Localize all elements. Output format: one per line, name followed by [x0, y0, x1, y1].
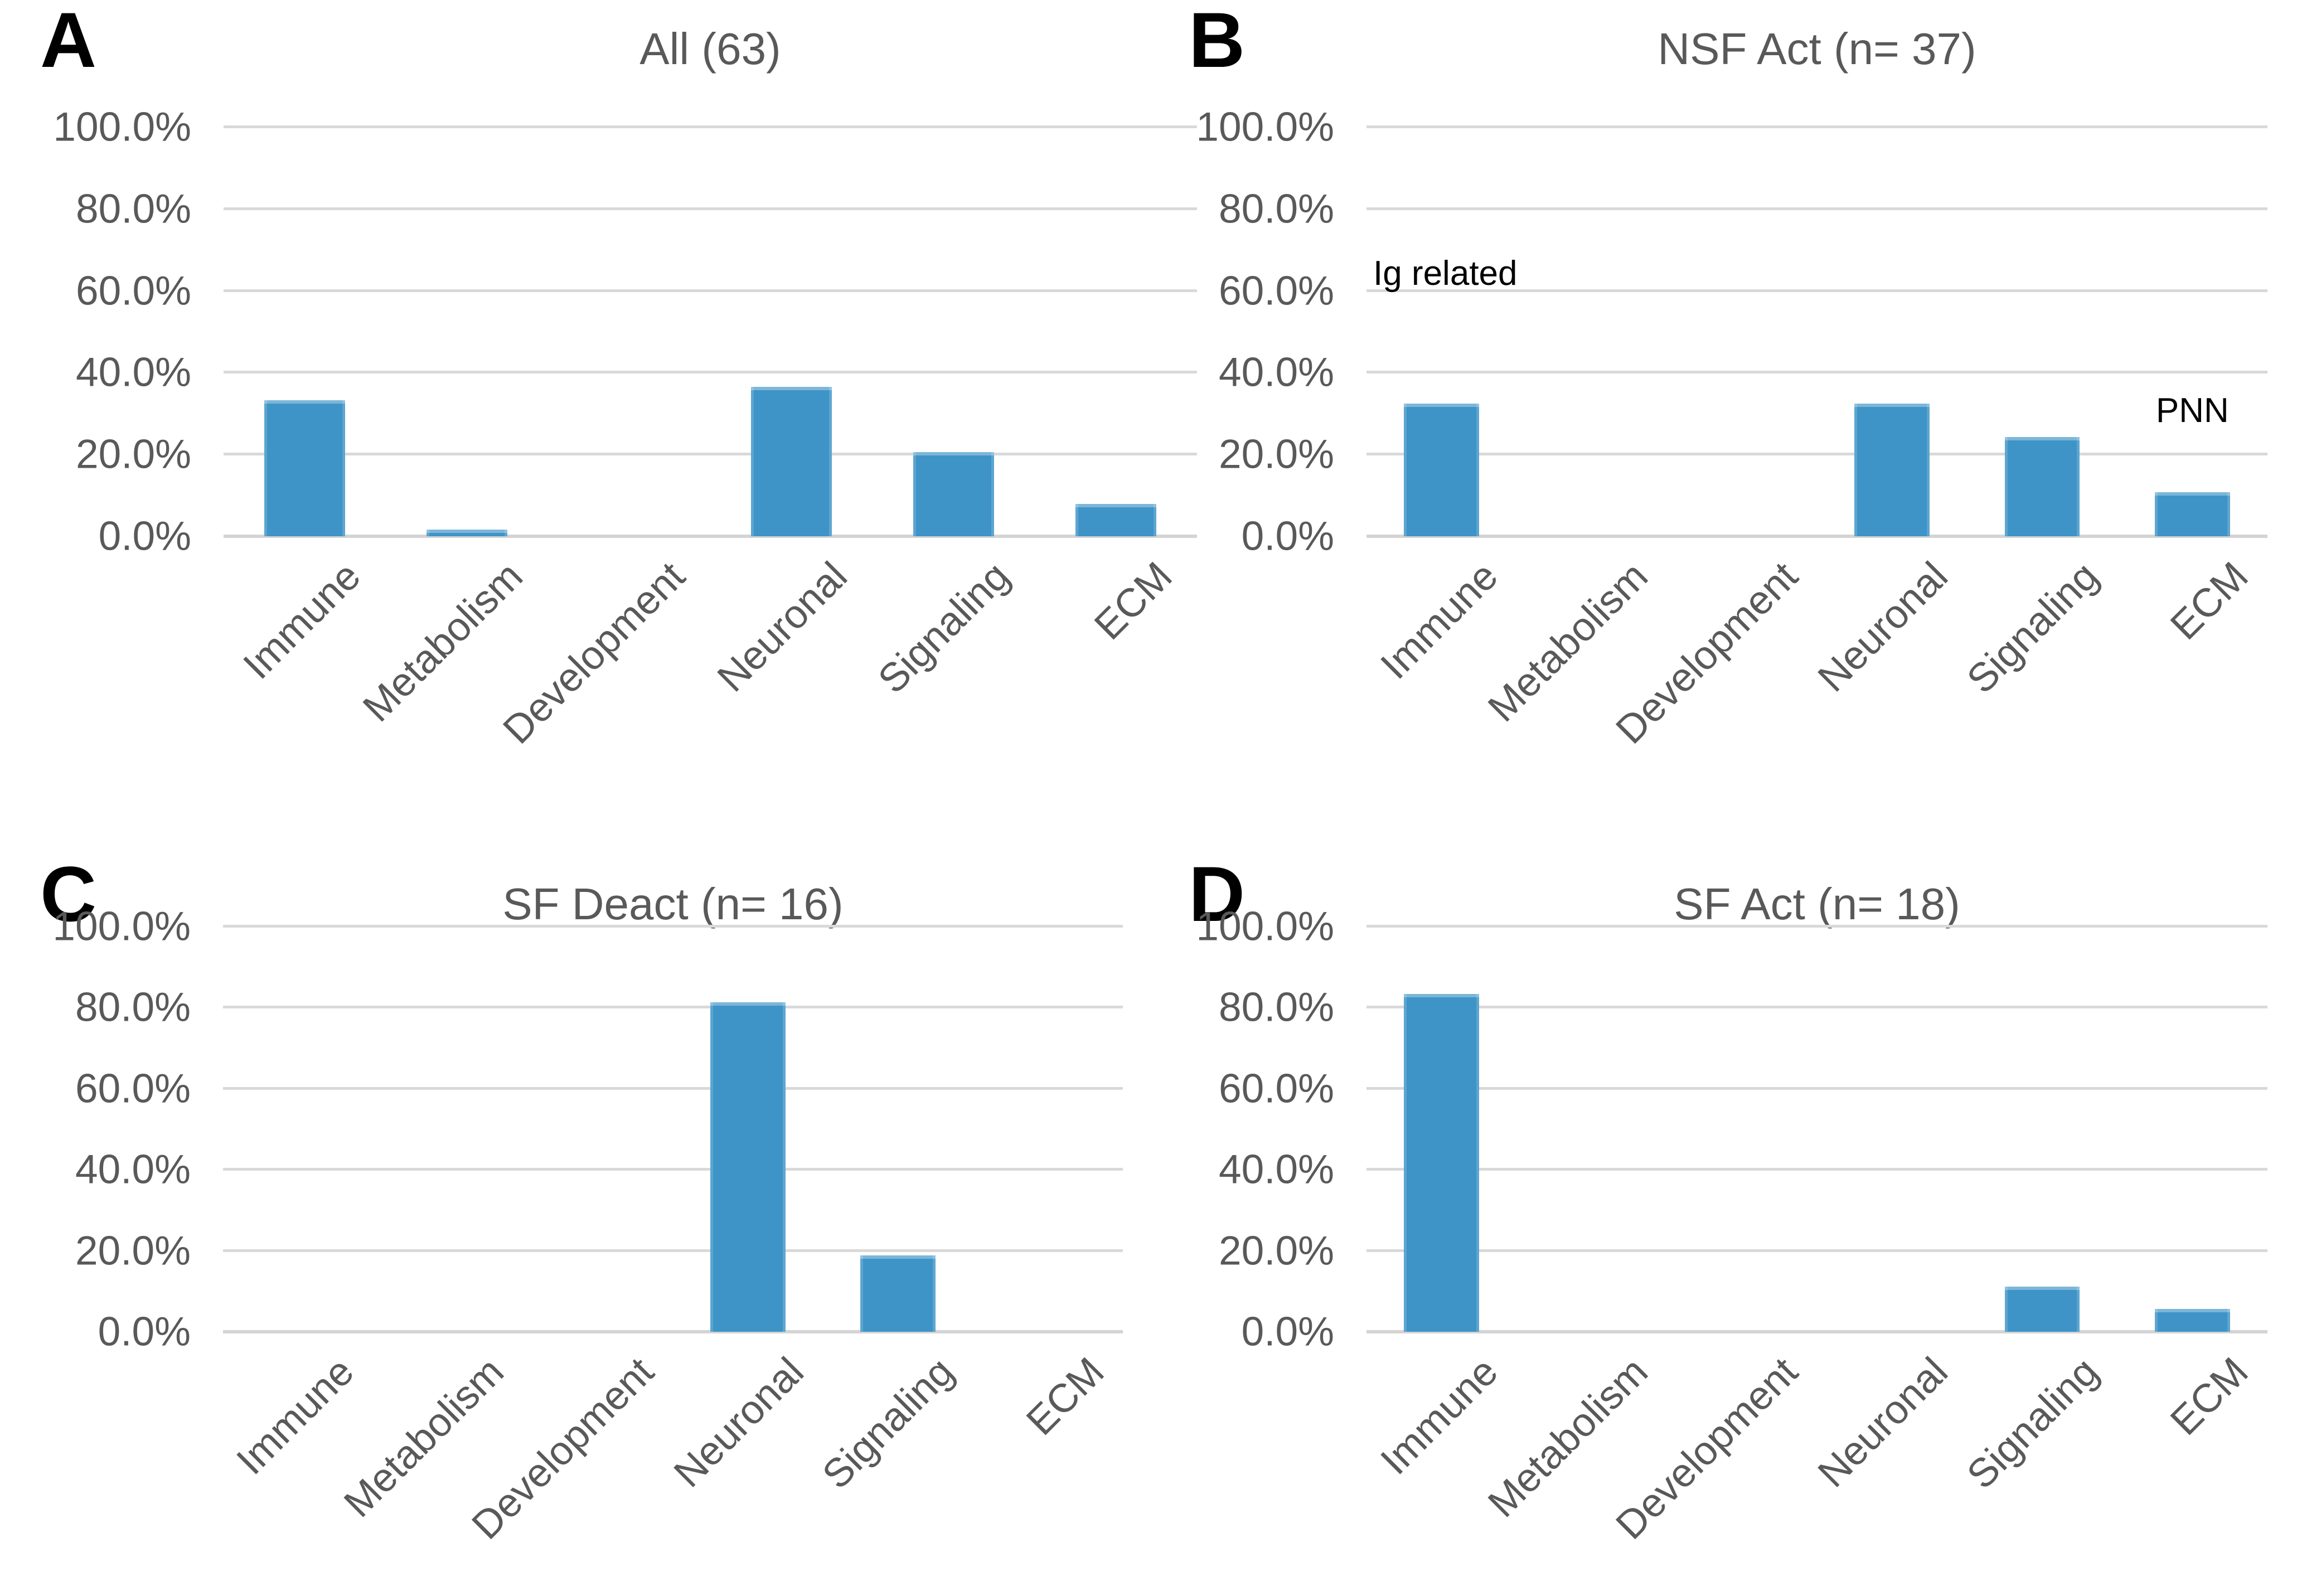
y-tick-label: 40.0%	[75, 1147, 191, 1192]
y-tick-label: 80.0%	[75, 984, 191, 1030]
gridline	[223, 925, 1123, 928]
gridline	[224, 453, 1197, 456]
panel-d: D SF Act (n= 18) 100.0% 80.0% 60.0% 40.0% 20…	[1148, 797, 2297, 1596]
gridline	[1366, 1168, 2267, 1171]
bar-signaling	[2004, 1287, 2080, 1332]
panel-c: C SF Deact (n= 16) 100.0% 80.0% 60.0% 40.0%…	[0, 797, 1148, 1596]
bar-ecm	[2155, 1309, 2230, 1332]
y-tick-label: 0.0%	[1241, 513, 1334, 559]
y-tick-label: 100.0%	[1196, 904, 1334, 949]
y-tick-label: 80.0%	[76, 186, 191, 232]
y-tick-label: 80.0%	[1219, 186, 1334, 232]
x-axis-label-immune: Immune	[1372, 554, 1506, 688]
y-tick-label: 60.0%	[76, 268, 191, 314]
bar-immune	[1404, 404, 1479, 536]
gridline	[223, 1249, 1123, 1252]
y-tick-label: 20.0%	[76, 431, 191, 477]
y-tick-label: 0.0%	[98, 513, 191, 559]
panel-letter-d: D	[1189, 850, 1246, 938]
gridline	[224, 207, 1197, 210]
bar-neuronal	[710, 1002, 786, 1332]
x-axis-label-immune: Immune	[235, 554, 370, 688]
x-axis-label-neuronal: Neuronal	[709, 554, 856, 701]
y-tick-label: 60.0%	[1219, 268, 1334, 314]
y-tick-label: 20.0%	[1219, 1228, 1334, 1274]
y-tick-label: 100.0%	[53, 104, 191, 150]
gridline	[223, 1168, 1123, 1171]
panel-title-a: All (63)	[639, 24, 781, 74]
x-axis-label-signaling: Signaling	[814, 1349, 963, 1498]
panel-title-c: SF Deact (n= 16)	[502, 879, 844, 929]
gridline	[1366, 453, 2267, 456]
gridline	[1366, 1249, 2267, 1252]
y-tick-label: 0.0%	[1241, 1309, 1334, 1355]
y-tick-label: 0.0%	[98, 1309, 191, 1355]
plot-area-b: 100.0% 80.0% 60.0% 40.0% 20.0% 0.0% Immune Meta…	[1196, 107, 2267, 753]
gridline	[223, 1086, 1123, 1090]
x-axis-label-immune: Immune	[1372, 1349, 1506, 1483]
x-axis-label-ecm: ECM	[2162, 1349, 2257, 1444]
y-tick-label: 40.0%	[1219, 350, 1334, 395]
x-axis-label-signaling: Signaling	[1958, 554, 2107, 702]
x-axis-label-neuronal: Neuronal	[1810, 554, 1957, 701]
gridline	[1366, 371, 2267, 374]
gridline	[1366, 207, 2267, 210]
bar-ecm	[1075, 504, 1157, 536]
bar-signaling	[2004, 436, 2080, 536]
bar-signaling	[913, 452, 995, 536]
annotation-ig-related: Ig related	[1373, 254, 1518, 293]
panel-title-b: NSF Act (n= 37)	[1658, 24, 1976, 74]
bar-metabolism	[426, 530, 508, 536]
bar-neuronal	[750, 387, 832, 536]
bar-immune	[1404, 994, 1479, 1332]
panel-title-d: SF Act (n= 18)	[1674, 879, 1960, 929]
y-tick-label: 60.0%	[75, 1066, 191, 1112]
annotation-pnn: PNN	[2155, 391, 2229, 430]
gridline	[1366, 1330, 2267, 1333]
x-axis-label-signaling: Signaling	[1958, 1349, 2107, 1498]
x-axis-label-immune: Immune	[228, 1349, 363, 1483]
gridline	[1366, 925, 2267, 928]
plot-area-d: 100.0% 80.0% 60.0% 40.0% 20.0% 0.0% Immune Meta…	[1196, 906, 2267, 1548]
x-axis-label-signaling: Signaling	[870, 554, 1019, 702]
gridline	[1366, 289, 2267, 292]
panel-letter-b: B	[1189, 0, 1246, 84]
panel-a: A All (63) 100.0% 80.0% 60.0% 40.0% 20.0% 0.0…	[0, 0, 1197, 797]
gridline	[224, 289, 1197, 292]
y-tick-label: 20.0%	[1219, 431, 1334, 477]
y-tick-label: 40.0%	[76, 350, 191, 395]
y-tick-label: 40.0%	[1219, 1147, 1334, 1192]
gridline	[1366, 1086, 2267, 1090]
gridline	[223, 1330, 1123, 1333]
gridline	[223, 1006, 1123, 1009]
gridline	[1366, 535, 2267, 538]
y-tick-label: 80.0%	[1219, 984, 1334, 1030]
y-tick-label: 60.0%	[1219, 1066, 1334, 1112]
plot-area-c: 100.0% 80.0% 60.0% 40.0% 20.0% 0.0% Immune Meta…	[52, 906, 1123, 1548]
x-axis-label-metabolism: Metabolism	[355, 554, 532, 731]
x-axis-label-neuronal: Neuronal	[1810, 1349, 1957, 1496]
y-tick-label: 100.0%	[1196, 104, 1334, 150]
bar-signaling	[860, 1255, 936, 1332]
panel-b: B NSF Act (n= 37) 100.0% 80.0% 60.0% 40.0% 2…	[1148, 0, 2297, 797]
bar-ecm	[2155, 492, 2230, 536]
gridline	[224, 535, 1197, 538]
panel-letter-a: A	[40, 0, 97, 84]
x-axis-label-ecm: ECM	[2162, 554, 2257, 648]
x-axis-label-ecm: ECM	[1017, 1349, 1113, 1444]
panel-letter-c: C	[40, 850, 97, 938]
gridline	[1366, 125, 2267, 128]
gridline	[1366, 1006, 2267, 1009]
y-tick-label: 100.0%	[52, 904, 191, 949]
gridline	[224, 371, 1197, 374]
x-axis-label-neuronal: Neuronal	[666, 1349, 813, 1496]
plot-area-a: 100.0% 80.0% 60.0% 40.0% 20.0% 0.0% Immune Meta…	[53, 107, 1197, 753]
bar-immune	[264, 400, 346, 536]
gridline	[224, 125, 1197, 128]
y-tick-label: 20.0%	[75, 1228, 191, 1274]
bar-neuronal	[1854, 404, 1930, 536]
